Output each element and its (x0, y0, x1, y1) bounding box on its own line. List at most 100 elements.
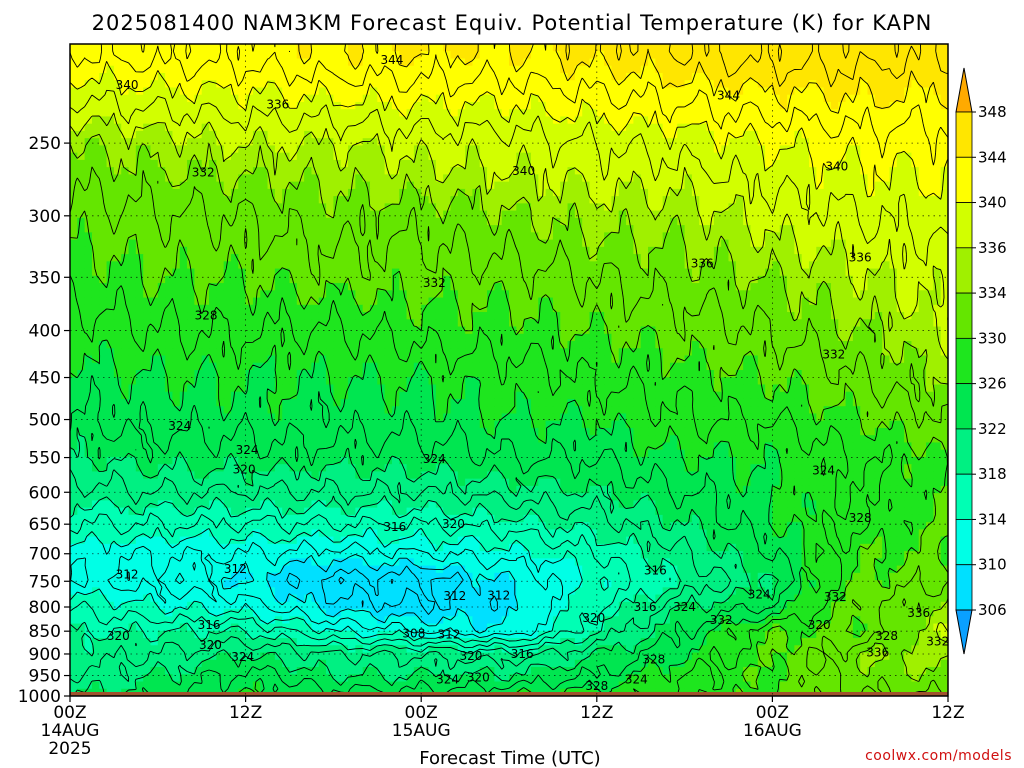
colorbar-segment (955, 337, 973, 385)
contour-label: 324 (236, 443, 259, 457)
colorbar-segment (955, 292, 973, 339)
colorbar-tick-label: 318 (978, 465, 1007, 483)
colorbar-segment (955, 156, 973, 203)
y-tick-label: 1000 (18, 687, 61, 707)
y-tick-label: 300 (29, 207, 61, 227)
contour-label: 336 (691, 256, 714, 270)
contour-label: 312 (116, 567, 139, 581)
contour-label: 332 (926, 634, 949, 648)
colorbar: 348 344 340 336 334 330 326 322 318 314 310 306 (955, 67, 1007, 655)
contour-label: 336 (266, 98, 289, 112)
colorbar-top-arrow (955, 67, 973, 113)
colorbar-segment (955, 111, 973, 158)
ground-layer (70, 691, 948, 696)
contour-label: 336 (866, 646, 889, 660)
contour-label: 328 (849, 511, 872, 525)
colorbar-segment (955, 247, 973, 294)
contour-label: 344 (717, 89, 740, 103)
contour-label: 316 (644, 563, 667, 577)
y-tick-label: 250 (29, 134, 61, 154)
contour-label: 320 (442, 517, 465, 531)
contour-label: 312 (443, 589, 466, 603)
contour-label: 324 (168, 419, 191, 433)
contour-label: 320 (582, 611, 605, 625)
x-tick-date: 15AUG (392, 721, 451, 741)
contour-label: 312 (487, 588, 510, 602)
y-tick-label: 950 (29, 667, 61, 687)
y-tick-label: 650 (29, 515, 61, 535)
grid-lines (70, 44, 948, 696)
x-tick-year: 2025 (48, 739, 91, 759)
colorbar-segment (955, 202, 973, 249)
contour-label: 328 (195, 308, 218, 322)
y-tick-label: 350 (29, 268, 61, 288)
contour-label: 316 (511, 647, 534, 661)
contour-label: 320 (233, 463, 256, 477)
y-tick-label: 550 (29, 449, 61, 469)
y-tick-label: 500 (29, 411, 61, 431)
y-tick-label: 800 (29, 598, 61, 618)
colorbar-tick-label: 344 (978, 148, 1007, 166)
colorbar-segment (955, 473, 973, 520)
theta-e-contours (70, 44, 948, 696)
pressure-axis: 250 300 350 400 450 500 550 600 650 700 750 800 850 9… (18, 134, 70, 707)
colorbar-segment (955, 428, 973, 475)
ground-below-surface (70, 691, 948, 696)
contour-label: 324 (625, 673, 648, 687)
colorbar-tick-label: 340 (978, 194, 1007, 212)
contour-label: 308 (402, 627, 425, 641)
x-tick-label: 12Z (580, 703, 613, 723)
contour-label: 320 (107, 629, 130, 643)
colorbar-tick-label: 314 (978, 510, 1007, 528)
x-tick-date: 16AUG (743, 721, 802, 741)
y-tick-label: 450 (29, 369, 61, 389)
colorbar-tick-label: 348 (978, 103, 1007, 121)
contour-label: 316 (198, 618, 221, 632)
x-tick-label: 12Z (229, 703, 262, 723)
contour-label: 324 (812, 463, 835, 477)
contour-label: 336 (849, 250, 872, 264)
contour-label: 312 (224, 562, 247, 576)
contour-label: 332 (710, 613, 733, 627)
contour-label: 320 (199, 638, 222, 652)
y-tick-label: 750 (29, 572, 61, 592)
x-tick-label: 00Z (756, 703, 789, 723)
contour-label: 332 (822, 348, 845, 362)
contour-label: 324 (423, 452, 446, 466)
colorbar-tick-label: 310 (978, 556, 1007, 574)
contour-label: 336 (907, 606, 930, 620)
y-tick-label: 600 (29, 483, 61, 503)
contour-label: 332 (423, 276, 446, 290)
x-tick-date: 14AUG (41, 721, 100, 741)
theta-e-field (70, 44, 948, 696)
y-tick-label: 700 (29, 545, 61, 565)
colorbar-tick-label: 334 (978, 284, 1007, 302)
colorbar-tick-label: 336 (978, 239, 1007, 257)
contour-label: 328 (585, 679, 608, 693)
colorbar-tick-label: 322 (978, 420, 1007, 438)
contour-label: 320 (467, 671, 490, 685)
x-tick-label: 00Z (405, 703, 438, 723)
contour-label: 332 (192, 165, 215, 179)
contour-label: 328 (875, 629, 898, 643)
contour-label: 332 (824, 590, 847, 604)
colorbar-tick-label: 326 (978, 375, 1007, 393)
chart-title: 2025081400 NAM3KM Forecast Equiv. Potent… (92, 11, 933, 35)
contour-label: 316 (383, 520, 406, 534)
contour-label: 324 (231, 650, 254, 664)
contour-label: 324 (436, 673, 459, 687)
contour-label: 340 (116, 78, 139, 92)
colorbar-bottom-arrow (955, 609, 973, 655)
contour-label: 316 (634, 600, 657, 614)
y-tick-label: 850 (29, 622, 61, 642)
contour-label: 324 (748, 587, 771, 601)
colorbar-tick-label: 330 (978, 329, 1007, 347)
contour-label: 328 (642, 652, 665, 666)
plot-frame (69, 43, 949, 697)
contour-label: 320 (460, 649, 483, 663)
contour-label: 344 (380, 53, 403, 67)
x-tick-label: 00Z (53, 703, 86, 723)
